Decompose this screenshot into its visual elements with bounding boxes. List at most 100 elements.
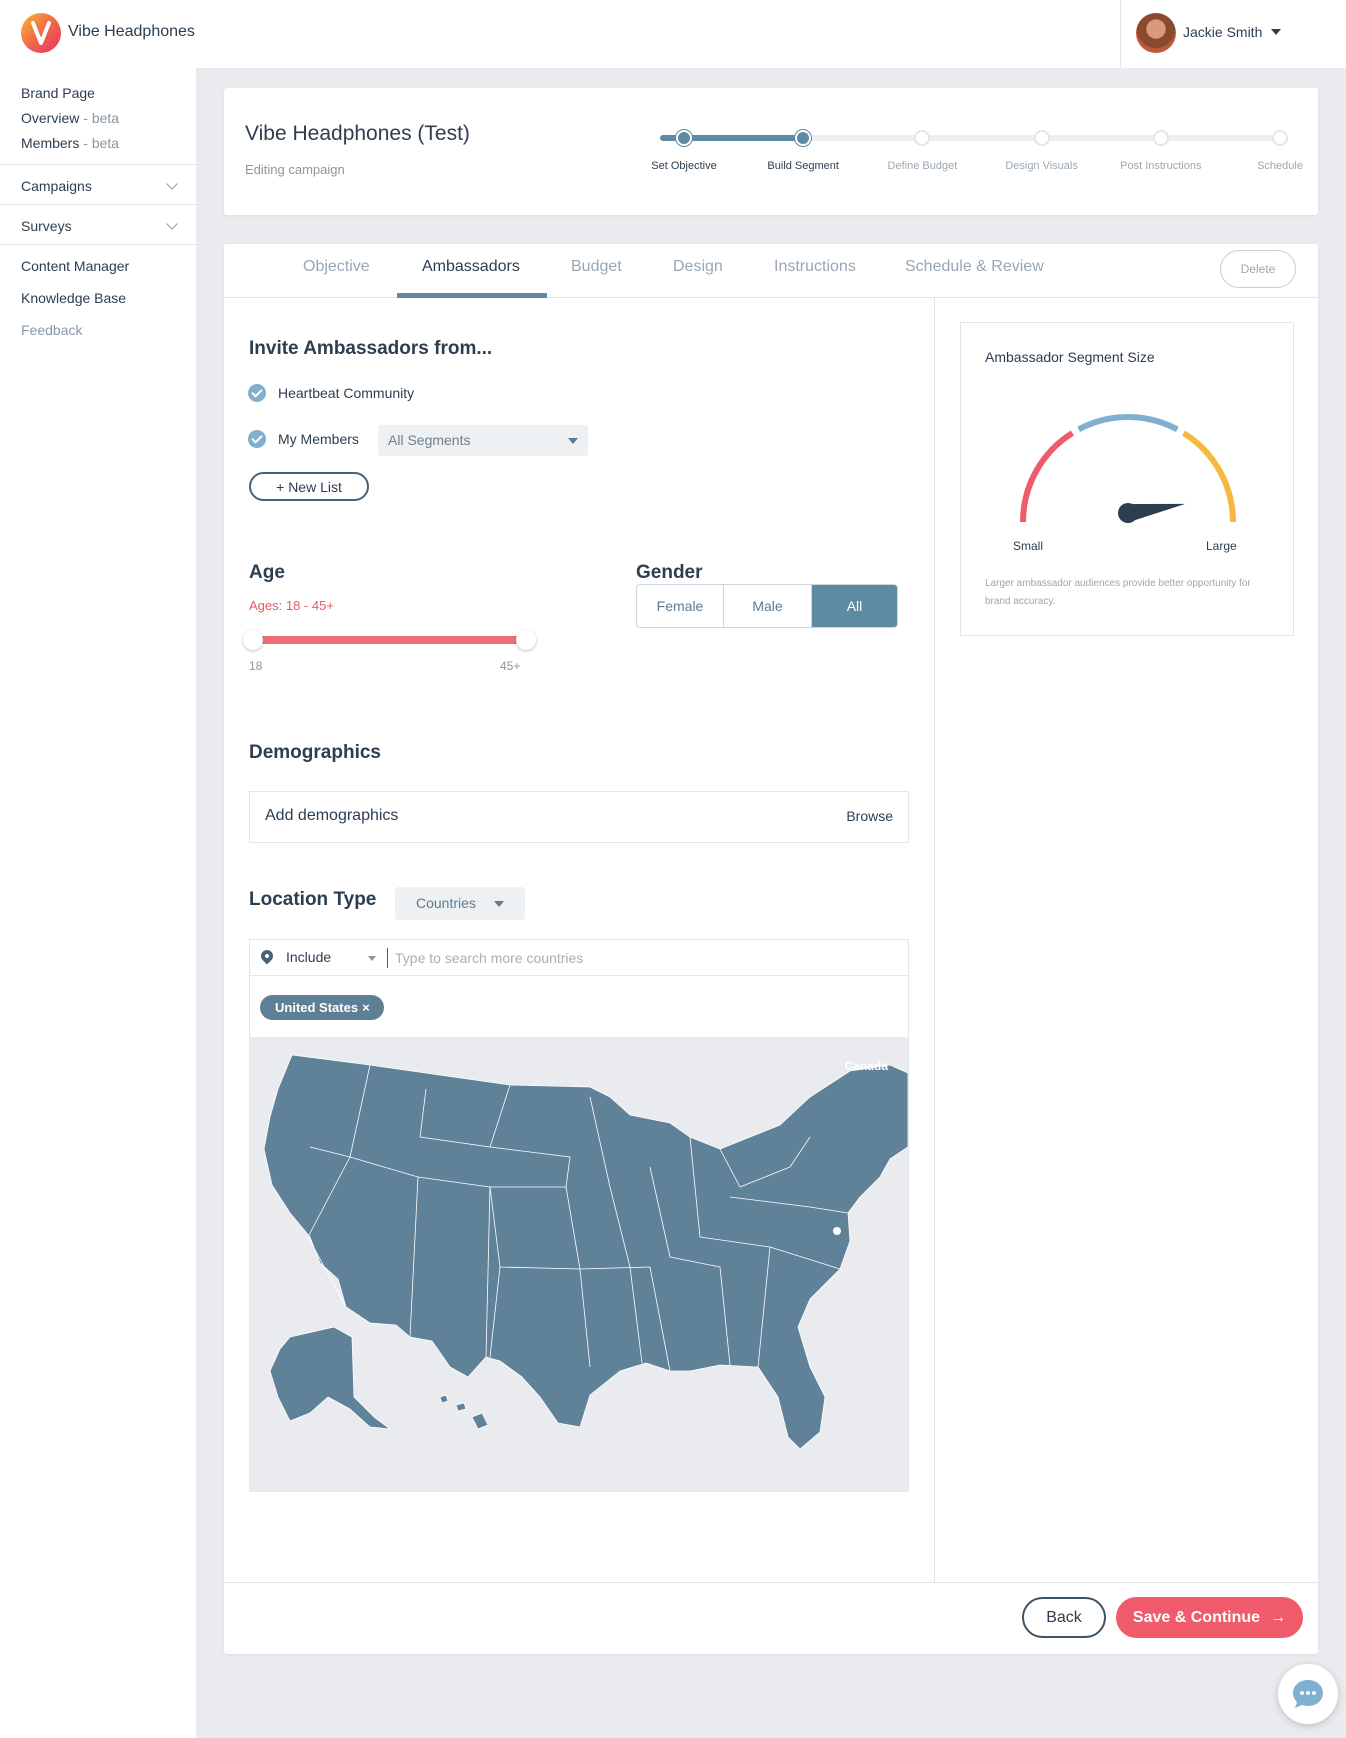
brand-logo-icon[interactable] <box>21 13 61 53</box>
segment-select[interactable]: All Segments <box>378 425 588 456</box>
new-list-button[interactable]: + New List <box>249 472 369 501</box>
beta-separator: - <box>79 110 92 126</box>
gender-all-button[interactable]: All <box>812 585 897 627</box>
map-marker[interactable] <box>833 1227 841 1235</box>
country-chip[interactable]: United States × <box>260 995 384 1020</box>
sidebar: Brand Page Overview - beta Members - bet… <box>0 68 196 1738</box>
browse-link[interactable]: Browse <box>846 808 893 824</box>
tab-budget[interactable]: Budget <box>571 258 622 275</box>
divider <box>387 948 388 968</box>
tab-instructions[interactable]: Instructions <box>774 258 856 275</box>
arrow-right-icon: → <box>1270 1608 1287 1626</box>
sidebar-item-overview[interactable]: Overview - beta <box>21 110 119 126</box>
sidebar-item-campaigns[interactable]: Campaigns <box>21 178 92 194</box>
sidebar-item-label: Overview <box>21 110 80 126</box>
stepper-dot[interactable] <box>1152 130 1169 146</box>
gauge-arc-medium <box>1077 414 1179 432</box>
divider <box>0 204 196 205</box>
stepper-label[interactable]: Schedule <box>1257 160 1303 172</box>
tab-schedule-review[interactable]: Schedule & Review <box>905 258 1044 275</box>
members-checkbox[interactable] <box>248 430 266 448</box>
sidebar-item-brand-page[interactable]: Brand Page <box>21 85 95 101</box>
beta-badge: beta <box>91 110 120 126</box>
stepper-dot[interactable] <box>795 130 812 146</box>
heartbeat-checkbox[interactable] <box>248 384 266 402</box>
age-slider-min-handle[interactable] <box>243 630 263 650</box>
caret-down-icon <box>494 901 504 907</box>
age-slider-track[interactable] <box>251 636 526 644</box>
page-subtitle: Editing campaign <box>245 162 345 177</box>
include-select[interactable]: Include <box>286 949 332 965</box>
demographics-field[interactable]: Add demographics Browse <box>249 791 909 843</box>
chevron-down-icon[interactable] <box>166 178 178 190</box>
us-map[interactable]: Canada <box>250 1037 909 1492</box>
delete-button[interactable]: Delete <box>1220 250 1296 288</box>
sidebar-item-members[interactable]: Members - beta <box>21 135 119 151</box>
sidebar-item-knowledge-base[interactable]: Knowledge Base <box>21 290 127 306</box>
page-title: Vibe Headphones (Test) <box>245 122 470 145</box>
age-range-text: Ages: 18 - 45+ <box>249 598 334 613</box>
avatar[interactable] <box>1136 13 1176 53</box>
chevron-down-icon[interactable] <box>166 218 178 230</box>
caret-down-icon[interactable] <box>368 956 376 961</box>
sidebar-item-content-manager[interactable]: Content Manager <box>21 258 130 274</box>
sidebar-item-feedback[interactable]: Feedback <box>21 322 83 338</box>
location-picker: Include United States× <box>249 939 909 1492</box>
stepper-segment <box>1160 135 1280 141</box>
gauge-note: Larger ambassador audiences provide bett… <box>985 578 1251 607</box>
gauge-title: Ambassador Segment Size <box>985 349 1155 365</box>
location-type-value: Countries <box>416 895 476 911</box>
location-search-bar: Include <box>250 940 908 976</box>
save-continue-button[interactable]: Save & Continue → <box>1116 1597 1303 1638</box>
top-bar: Vibe Headphones Jackie Smith <box>0 0 1346 68</box>
brand-name[interactable]: Vibe Headphones <box>68 23 195 40</box>
sidebar-item-surveys[interactable]: Surveys <box>21 218 72 234</box>
gender-male-button[interactable]: Male <box>724 585 812 627</box>
gauge-needle-pointer <box>1126 503 1186 522</box>
members-label: My Members <box>278 431 359 447</box>
age-min-label: 18 <box>249 659 263 673</box>
stepper-segment <box>660 135 804 141</box>
stepper-dot[interactable] <box>1272 130 1288 146</box>
location-type-title: Location Type <box>249 889 377 910</box>
gauge-large-label: Large <box>1206 539 1237 553</box>
chat-button[interactable] <box>1278 1664 1338 1724</box>
save-continue-label: Save & Continue <box>1132 1608 1261 1626</box>
stepper-dot[interactable] <box>676 130 692 146</box>
segment-size-card: Ambassador Segment Size Small Large Larg… <box>960 322 1294 636</box>
stepper-segment <box>803 135 923 141</box>
age-slider-max-handle[interactable] <box>516 630 536 650</box>
location-type-select[interactable]: Countries <box>395 887 525 920</box>
tab-ambassadors[interactable]: Ambassadors <box>422 258 520 275</box>
close-icon[interactable]: × <box>362 1000 370 1015</box>
invite-title: Invite Ambassadors from... <box>249 338 493 359</box>
tab-objective[interactable]: Objective <box>303 258 370 275</box>
user-menu[interactable]: Jackie Smith <box>1120 0 1346 68</box>
demographics-title: Demographics <box>249 742 381 763</box>
stepper-segment <box>922 135 1042 141</box>
country-search-input[interactable] <box>395 944 895 972</box>
sidebar-item-label: Members <box>21 135 80 151</box>
stepper-dot[interactable] <box>914 130 931 146</box>
tab-bar: Objective Ambassadors Budget Design Inst… <box>224 244 1318 298</box>
gender-female-button[interactable]: Female <box>637 585 724 627</box>
back-button[interactable]: Back <box>1022 1597 1106 1638</box>
stepper-label[interactable]: Build Segment <box>767 160 839 172</box>
divider <box>0 164 196 165</box>
divider <box>224 1582 1318 1583</box>
chevron-down-icon[interactable] <box>1271 29 1281 35</box>
divider <box>0 244 196 245</box>
stepper-label[interactable]: Set Objective <box>651 160 717 172</box>
gender-title: Gender <box>636 562 703 583</box>
heartbeat-label: Heartbeat Community <box>278 385 415 401</box>
tab-design[interactable]: Design <box>673 258 723 275</box>
stepper-dot[interactable] <box>1033 130 1050 146</box>
demographics-placeholder: Add demographics <box>265 807 399 824</box>
age-max-label: 45+ <box>500 659 521 673</box>
user-name[interactable]: Jackie Smith <box>1183 24 1263 40</box>
caret-down-icon <box>568 438 578 444</box>
stepper-label[interactable]: Design Visuals <box>1005 160 1078 172</box>
stepper-label[interactable]: Post Instructions <box>1120 160 1202 172</box>
country-chip-label: United States <box>275 1000 359 1015</box>
stepper-label[interactable]: Define Budget <box>887 160 958 172</box>
